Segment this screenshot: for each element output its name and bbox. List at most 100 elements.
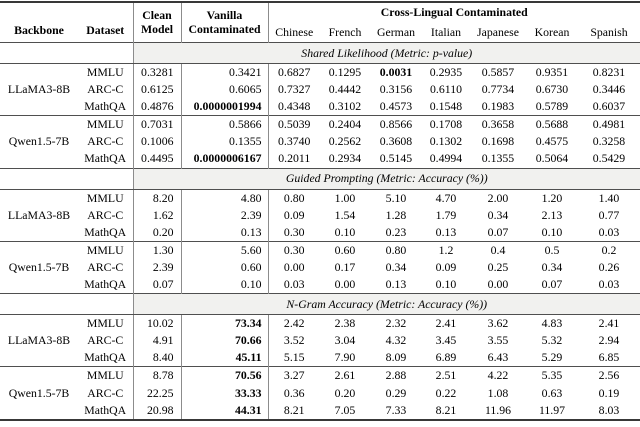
section-banner-stub	[0, 42, 134, 64]
language-value-cell: 0.1698	[481, 134, 515, 149]
language-value-cell: 8.03	[598, 402, 620, 417]
language-value-cell: 1.28	[385, 207, 407, 222]
language-value-cell: 0.23	[385, 224, 407, 239]
language-value-cell: 2.38	[320, 314, 370, 333]
vanilla-contaminated-value-cell: 0.5866	[181, 115, 269, 134]
language-value-cell: 3.27	[268, 366, 320, 385]
dataset-cell: ARC-C	[78, 332, 134, 350]
table-header: Backbone Dataset Clean Model Vanilla Con…	[0, 1, 640, 43]
language-value-cell: 0.13	[435, 224, 457, 239]
table-row: MathQA 0.20 0.13 0.30 0.10 0.23 0.13 0.07 0.10 0.…	[0, 223, 640, 242]
language-value-cell: 0.7327	[278, 82, 311, 97]
language-value-cell: 0.22	[435, 385, 457, 400]
language-value-cell: 0.10	[541, 224, 563, 239]
table-row: ARC-C 2.39 0.60 0.00 0.17 0.34 0.09 0.25 0.34 0.2…	[0, 258, 640, 277]
dataset-cell: ARC-C	[78, 133, 134, 151]
language-value-cell: 0.2562	[328, 134, 362, 149]
table-row: LLaMA3-8B MMLU 10.02 73.34 2.42 2.38 2.32 2.41 3…	[0, 314, 640, 367]
language-value-cell: 2.41	[578, 314, 640, 333]
language-value-cell: 1.08	[487, 385, 509, 400]
language-value-cell: 0.1708	[422, 115, 470, 134]
language-value-cell: 0.4	[470, 240, 526, 259]
language-value-cell: 0.20	[334, 385, 356, 400]
header-clean-model: Clean Model	[133, 1, 182, 43]
header-lang-korean: Korean	[534, 24, 570, 39]
header-lang-french: French	[328, 24, 362, 39]
language-value-cell: 0.26	[598, 259, 620, 274]
clean-model-value-cell: 1.30	[133, 240, 182, 259]
language-value-cell: 4.70	[422, 188, 470, 207]
language-value-cell: 0.2404	[320, 115, 370, 134]
dataset-cell: MathQA	[78, 401, 134, 420]
language-value-cell: 2.42	[268, 314, 320, 333]
dataset-cell: MathQA	[78, 349, 134, 367]
language-value-cell: 0.3258	[592, 134, 626, 149]
language-value-cell: 0.5789	[535, 99, 569, 114]
language-value-cell: 0.63	[541, 385, 563, 400]
language-value-cell: 6.43	[487, 350, 509, 365]
language-value-cell: 4.83	[526, 314, 578, 333]
language-value-cell: 0.00	[334, 277, 356, 292]
dataset-cell: MMLU	[78, 63, 134, 82]
language-value-cell: 2.41	[422, 314, 470, 333]
clean-model-value-cell: 0.7031	[133, 115, 182, 134]
language-value-cell: 0.4994	[429, 151, 463, 166]
table-row: MathQA 8.40 45.11 5.15 7.90 8.09 6.89 6.43 5.29 6…	[0, 349, 640, 367]
language-value-cell: 0.6827	[268, 63, 320, 82]
language-value-cell: 0.29	[385, 385, 407, 400]
language-value-cell: 0.4573	[379, 99, 413, 114]
clean-model-value-cell: 0.1006	[133, 133, 182, 151]
dataset-cell: MMLU	[78, 240, 134, 259]
language-value-cell: 0.3608	[379, 134, 413, 149]
clean-model-value-cell: 0.07	[133, 276, 182, 294]
vanilla-contaminated-value-cell: 4.80	[181, 188, 269, 207]
dataset-cell: MMLU	[78, 314, 134, 333]
language-value-cell: 0.17	[334, 259, 356, 274]
language-value-cell: 0.6110	[429, 82, 462, 97]
language-value-cell: 0.00	[283, 259, 305, 274]
language-value-cell: 0.5064	[535, 151, 569, 166]
language-value-cell: 7.05	[334, 402, 356, 417]
language-value-cell: 5.35	[526, 366, 578, 385]
table-row: Qwen1.5-7B MMLU 1.30 5.60 0.30 0.60 0.80 1.2 0.4…	[0, 240, 640, 294]
table-row: ARC-C 22.25 33.33 0.36 0.20 0.29 0.22 1.08 0.63 0…	[0, 384, 640, 402]
clean-model-value-cell: 20.98	[133, 401, 182, 420]
table-row: ARC-C 4.91 70.66 3.52 3.04 4.32 3.45 3.55 5.32 2.…	[0, 332, 640, 350]
header-lang-spanish: Spanish	[590, 24, 628, 39]
language-value-cell: 0.3740	[278, 134, 311, 149]
language-value-cell: 0.80	[370, 240, 422, 259]
vanilla-contaminated-value-cell: 44.31	[181, 401, 269, 420]
language-value-cell: 0.1548	[429, 99, 463, 114]
section-title: N-Gram Accuracy (Metric: Accuracy (%))	[133, 293, 640, 316]
vanilla-contaminated-value-cell: 45.11	[181, 349, 269, 367]
vanilla-contaminated-value-cell: 0.0000001994	[181, 98, 269, 116]
language-value-cell: 0.9351	[526, 63, 578, 82]
header-backbone: Backbone	[0, 1, 78, 43]
language-value-cell: 0.1295	[320, 63, 370, 82]
language-value-cell: 0.4442	[328, 82, 362, 97]
language-value-cell: 11.96	[484, 402, 512, 417]
language-value-cell: 3.55	[487, 333, 509, 348]
section-title: Guided Prompting (Metric: Accuracy (%))	[133, 167, 640, 190]
dataset-cell: ARC-C	[78, 81, 134, 99]
section-banner-row: N-Gram Accuracy (Metric: Accuracy (%))	[0, 293, 640, 316]
language-value-cell: 3.62	[470, 314, 526, 333]
language-value-cell: 0.36	[283, 385, 305, 400]
language-value-cell: 0.1983	[481, 99, 515, 114]
language-value-cell: 4.22	[470, 366, 526, 385]
language-value-cell: 7.33	[385, 402, 407, 417]
vanilla-contaminated-value-cell: 0.60	[181, 258, 269, 277]
language-value-cell: 0.03	[283, 277, 305, 292]
language-value-cell: 0.1355	[481, 151, 515, 166]
language-value-cell: 0.77	[598, 207, 620, 222]
clean-model-value-cell: 10.02	[133, 314, 182, 333]
clean-model-value-cell: 22.25	[133, 384, 182, 402]
language-value-cell: 0.5145	[379, 151, 413, 166]
dataset-cell: ARC-C	[78, 384, 134, 402]
dataset-cell: ARC-C	[78, 206, 134, 224]
table-row: ARC-C 1.62 2.39 0.09 1.54 1.28 1.79 0.34 2.13 0.7…	[0, 206, 640, 224]
table-row: Qwen1.5-7B MMLU 0.7031 0.5866 0.5039 0.2404 0.…	[0, 115, 640, 169]
header-lang-japanese: Japanese	[477, 24, 519, 39]
vanilla-contaminated-value-cell: 33.33	[181, 384, 269, 402]
header-language-row: Chinese French German Italian Japanese K…	[0, 21, 640, 43]
